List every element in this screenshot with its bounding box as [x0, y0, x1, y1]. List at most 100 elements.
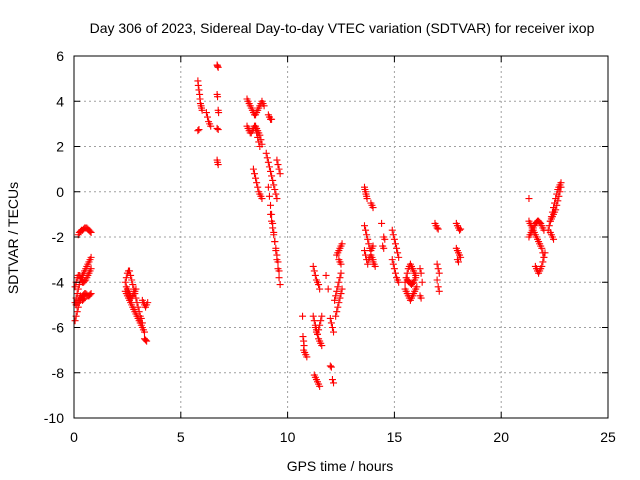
data-point	[434, 283, 442, 291]
data-point	[311, 271, 319, 279]
data-point	[332, 292, 340, 300]
data-point	[87, 265, 95, 273]
data-point	[126, 267, 134, 275]
data-point	[554, 197, 562, 205]
data-point	[86, 291, 94, 299]
data-point	[214, 161, 222, 169]
data-point	[256, 131, 264, 139]
data-point	[273, 195, 281, 203]
data-point	[195, 126, 203, 134]
data-point	[318, 342, 326, 350]
data-point	[316, 321, 324, 329]
data-point	[337, 269, 345, 277]
data-point	[265, 192, 273, 200]
data-point	[435, 287, 443, 295]
data-point	[204, 113, 211, 121]
data-point	[258, 195, 266, 203]
y-tick-label: -4	[52, 274, 65, 290]
data-point	[324, 285, 332, 293]
data-points	[71, 61, 565, 390]
data-point	[250, 170, 258, 178]
data-point	[207, 122, 215, 130]
data-point	[538, 262, 546, 270]
data-point	[550, 235, 558, 243]
data-point	[388, 256, 396, 264]
y-tick-labels: -10 -8 -6 -4 -2 0 2 4 6	[44, 48, 64, 426]
data-point	[555, 192, 563, 200]
data-point	[143, 337, 151, 345]
data-point	[267, 167, 275, 175]
data-point	[144, 299, 152, 307]
data-point	[337, 260, 345, 268]
data-point	[121, 278, 129, 286]
data-point	[264, 158, 272, 166]
x-tick-label: 20	[493, 429, 509, 445]
data-point	[456, 226, 464, 234]
data-point	[365, 240, 373, 248]
data-point	[276, 281, 284, 289]
y-tick-label: -8	[52, 365, 65, 381]
data-point	[275, 165, 283, 173]
data-point	[369, 242, 377, 250]
data-point	[539, 258, 547, 266]
data-point	[318, 312, 326, 320]
data-point	[314, 330, 322, 338]
data-point	[391, 269, 399, 277]
data-point	[214, 62, 222, 70]
data-point	[249, 165, 257, 173]
data-point	[273, 156, 281, 164]
data-point	[369, 204, 377, 212]
chart-title: Day 306 of 2023, Sidereal Day-to-day VTE…	[90, 20, 595, 36]
data-point	[556, 188, 564, 196]
data-point	[327, 319, 335, 327]
data-point	[309, 312, 317, 320]
data-point	[268, 172, 276, 180]
data-point	[214, 126, 222, 134]
data-point	[541, 249, 549, 257]
data-point	[391, 240, 399, 248]
data-point	[215, 109, 223, 117]
data-point	[328, 324, 336, 331]
data-point	[263, 154, 271, 162]
axis-ticks	[73, 55, 609, 419]
data-point	[540, 253, 548, 261]
x-tick-label: 10	[280, 429, 296, 445]
data-point	[381, 235, 389, 243]
x-tick-labels: 0 5 10 15 20 25	[70, 429, 616, 445]
x-tick-label: 15	[387, 429, 403, 445]
data-point	[315, 281, 323, 289]
data-point	[457, 225, 465, 233]
data-point	[371, 262, 379, 270]
data-point	[299, 333, 307, 341]
data-point	[335, 299, 343, 307]
data-point	[317, 317, 325, 325]
y-tick-label: -10	[44, 410, 64, 426]
data-point	[434, 265, 442, 273]
data-point	[271, 238, 279, 246]
data-point	[363, 231, 371, 239]
data-point	[252, 174, 260, 182]
data-point	[413, 283, 421, 291]
data-point	[416, 265, 424, 273]
data-point	[269, 224, 277, 232]
data-point	[337, 290, 345, 298]
data-point	[332, 312, 340, 320]
y-tick-label: 4	[56, 93, 64, 109]
data-point	[454, 258, 462, 266]
data-point	[338, 240, 346, 248]
data-point	[538, 244, 546, 252]
data-point	[303, 353, 311, 361]
data-point	[389, 231, 397, 239]
data-point	[433, 276, 441, 284]
data-point	[214, 93, 222, 101]
data-point	[335, 278, 343, 286]
data-point	[322, 271, 330, 279]
data-point	[412, 274, 420, 282]
data-point	[268, 115, 276, 123]
data-point	[272, 244, 280, 252]
data-point	[417, 269, 425, 277]
data-point	[87, 290, 95, 298]
data-point	[273, 251, 281, 259]
data-point	[274, 258, 282, 266]
data-point	[545, 222, 553, 230]
